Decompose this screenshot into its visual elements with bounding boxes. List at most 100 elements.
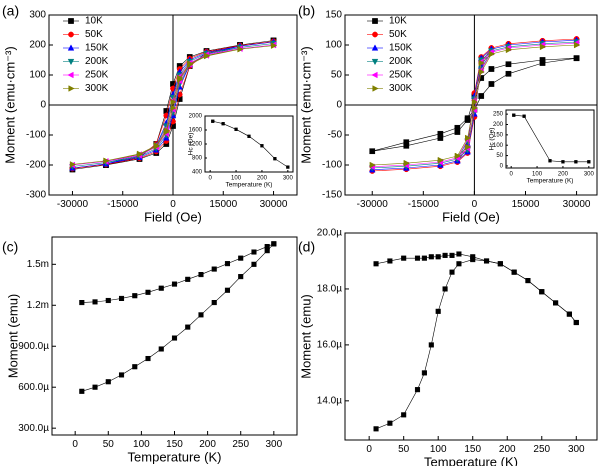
marker (224, 287, 231, 293)
y-axis-label: Moment (emu·cm⁻³) (298, 46, 313, 163)
y-tick-label: 800 (192, 156, 203, 162)
marker (401, 255, 407, 261)
x-axis-label: Temperature (K) (226, 182, 273, 189)
marker (145, 289, 151, 295)
legend-marker (372, 18, 378, 24)
y-tick-label: 1.2m (27, 300, 49, 311)
marker (566, 311, 572, 317)
legend-label: 300K (85, 83, 109, 94)
marker (464, 115, 471, 122)
marker (454, 124, 461, 131)
marker (465, 143, 472, 151)
marker (271, 241, 277, 247)
y-tick-label: 300.0µ (18, 423, 49, 434)
marker (414, 387, 421, 393)
marker (132, 293, 138, 299)
marker (211, 119, 215, 123)
marker (369, 161, 376, 169)
marker (92, 384, 98, 390)
marker (505, 70, 512, 77)
x-tick-label: -30000 (357, 199, 389, 210)
marker (403, 159, 410, 167)
marker (511, 269, 517, 275)
legend-label: 50K (389, 29, 407, 40)
legend-marker (371, 71, 378, 79)
x-tick-label: 50 (398, 444, 410, 455)
marker (373, 261, 379, 267)
panel-label: (d) (298, 239, 315, 255)
marker (573, 41, 581, 49)
legend-label: 200K (389, 56, 413, 67)
x-tick-label: 200 (199, 439, 216, 450)
marker (103, 157, 110, 165)
marker (403, 139, 410, 146)
x-tick-label: -15000 (107, 199, 139, 210)
marker (132, 364, 138, 370)
x-axis-label: Temperature (K) (424, 455, 518, 466)
marker (238, 255, 244, 261)
legend-label: 10K (85, 16, 103, 27)
marker (264, 244, 270, 250)
legend-marker (67, 71, 74, 79)
x-tick-label: 0 (366, 444, 372, 455)
y-tick-label: 18.0µ (317, 284, 342, 295)
y-tick-label: 14.0µ (317, 395, 342, 406)
marker (136, 151, 144, 158)
legend-marker (67, 44, 75, 51)
y-tick-label: 50 (331, 70, 343, 81)
x-tick-label: -30000 (57, 199, 89, 210)
y-tick-label: 0 (336, 100, 342, 111)
marker (247, 134, 251, 138)
marker (478, 59, 485, 67)
x-tick-label: 200 (257, 175, 268, 181)
y-tick-label: 100 (493, 143, 504, 149)
marker (428, 254, 434, 260)
legend-marker (371, 58, 379, 66)
panel-label: (b) (298, 3, 315, 19)
y-axis-label: Hc (Oe) (489, 128, 496, 151)
marker (387, 258, 393, 264)
marker (273, 157, 277, 161)
marker (171, 335, 178, 341)
x-tick-label: 300 (265, 439, 282, 450)
y-tick-label: 1.5m (27, 259, 49, 270)
marker (158, 285, 164, 291)
legend-label: 10K (389, 16, 407, 27)
y-tick-label: 900.0µ (18, 341, 49, 352)
x-tick-label: 50 (103, 439, 115, 450)
marker (69, 161, 77, 168)
marker (401, 412, 407, 418)
marker (465, 134, 472, 142)
legend-label: 150K (85, 43, 109, 54)
marker (251, 249, 257, 255)
x-tick-label: 100 (231, 175, 242, 181)
y-tick-label: 0 (40, 100, 46, 111)
marker (421, 255, 427, 261)
x-tick-label: 0 (72, 439, 78, 450)
y-tick-label: 100 (325, 40, 342, 51)
marker (456, 251, 462, 257)
y-tick-label: 2000 (189, 114, 203, 120)
marker (238, 274, 244, 280)
marker (198, 272, 204, 278)
x-axis-label: Temperature (K) (527, 178, 574, 185)
y-tick-label: 16.0µ (317, 340, 342, 351)
marker (187, 61, 194, 68)
series-line (81, 243, 274, 303)
x-tick-label: 250 (533, 444, 550, 455)
marker (260, 144, 264, 148)
marker (561, 160, 565, 164)
marker (145, 355, 151, 362)
marker (522, 114, 526, 118)
x-axis-label: Field (Oe) (442, 210, 500, 225)
legend-marker (67, 58, 75, 66)
marker (471, 98, 479, 106)
marker (118, 295, 125, 301)
marker (185, 276, 191, 282)
legend-label: 300K (389, 83, 413, 94)
x-tick-label: 30000 (260, 199, 288, 210)
marker (92, 299, 98, 305)
x-tick-label: -15000 (408, 199, 440, 210)
marker (163, 128, 170, 136)
marker (421, 370, 427, 376)
